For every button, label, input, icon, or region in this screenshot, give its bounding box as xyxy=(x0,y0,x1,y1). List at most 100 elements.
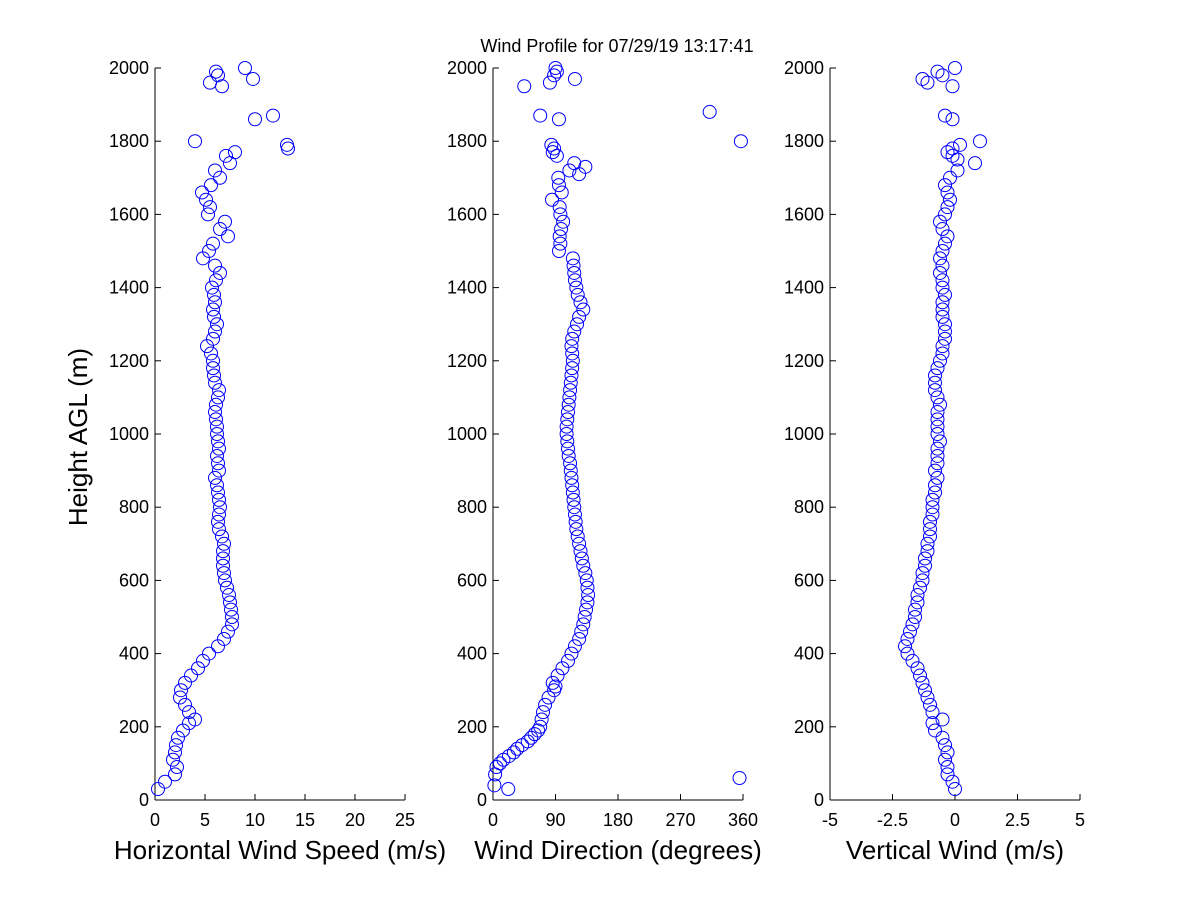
data-point xyxy=(566,258,581,273)
data-point xyxy=(935,258,950,273)
y-tick-label: 1800 xyxy=(447,131,487,151)
data-point xyxy=(928,723,942,738)
data-point xyxy=(225,617,239,632)
data-point xyxy=(238,61,252,75)
x-tick-label: 2.5 xyxy=(1005,810,1030,830)
data-point xyxy=(551,170,566,185)
data-point xyxy=(938,324,952,339)
data-point xyxy=(211,514,225,529)
data-point xyxy=(930,441,945,456)
data-point xyxy=(935,712,950,727)
data-point xyxy=(559,427,574,441)
y-tick-label: 1400 xyxy=(447,278,487,298)
x-tick-label: 20 xyxy=(345,810,365,830)
y-tick-label: 1400 xyxy=(109,278,149,298)
data-point xyxy=(248,112,262,127)
data-point xyxy=(561,405,575,420)
data-point xyxy=(567,324,582,339)
data-point xyxy=(195,185,209,200)
data-point xyxy=(209,273,223,288)
data-point xyxy=(920,544,935,559)
data-point xyxy=(166,752,180,767)
data-point xyxy=(567,265,582,280)
data-point xyxy=(933,265,947,280)
data-point xyxy=(573,295,588,310)
data-point xyxy=(563,463,578,478)
data-point xyxy=(173,690,187,705)
data-point xyxy=(199,192,213,207)
data-point xyxy=(517,79,532,94)
data-point xyxy=(915,71,930,86)
data-point xyxy=(573,544,588,559)
data-point xyxy=(933,434,947,449)
data-point xyxy=(553,236,568,251)
data-point xyxy=(213,170,227,185)
data-point xyxy=(568,514,583,529)
y-tick-label: 400 xyxy=(457,644,487,664)
data-point xyxy=(217,536,231,551)
data-point xyxy=(564,470,579,485)
data-point xyxy=(531,723,546,738)
data-point xyxy=(208,295,222,310)
data-point xyxy=(554,185,569,200)
data-point xyxy=(217,566,231,581)
data-point xyxy=(202,646,216,661)
data-point xyxy=(945,148,960,163)
data-point xyxy=(938,178,952,193)
data-point xyxy=(935,295,950,310)
data-point xyxy=(935,346,950,361)
data-point xyxy=(211,434,225,449)
data-point xyxy=(910,661,925,676)
y-tick-label: 200 xyxy=(794,717,824,737)
data-point xyxy=(547,68,562,83)
data-point xyxy=(564,646,579,661)
data-point xyxy=(943,170,957,185)
data-point xyxy=(940,200,955,215)
data-point xyxy=(930,448,945,463)
x-tick-label: 180 xyxy=(603,810,633,830)
data-point xyxy=(533,108,548,123)
data-point xyxy=(555,661,570,676)
data-point xyxy=(950,163,965,178)
x-tick-label: 10 xyxy=(245,810,265,830)
y-tick-label: 200 xyxy=(119,717,149,737)
data-point xyxy=(208,163,222,178)
x-tick-label: 0 xyxy=(950,810,960,830)
data-point xyxy=(207,287,221,302)
data-point xyxy=(559,419,574,434)
data-point xyxy=(567,639,582,654)
data-point xyxy=(222,588,236,603)
data-point xyxy=(221,229,235,244)
data-point xyxy=(940,767,955,782)
data-point xyxy=(565,361,580,376)
data-point xyxy=(213,222,227,237)
data-point xyxy=(945,79,960,94)
data-point xyxy=(928,375,942,390)
data-point xyxy=(732,771,747,786)
data-point xyxy=(567,71,582,86)
data-point xyxy=(510,741,525,756)
data-point xyxy=(574,551,589,566)
data-point xyxy=(536,705,550,720)
data-point xyxy=(489,760,504,775)
y-axis-label: Height AGL (m) xyxy=(63,348,93,526)
x-tick-label: -5 xyxy=(822,810,838,830)
data-point xyxy=(534,712,549,727)
data-point xyxy=(923,514,937,529)
data-point xyxy=(572,309,587,324)
data-point xyxy=(570,287,585,302)
y-tick-label: 2000 xyxy=(784,58,824,78)
data-point xyxy=(563,383,578,398)
data-point xyxy=(542,75,557,90)
data-point xyxy=(501,782,516,797)
data-point xyxy=(577,610,592,624)
data-point xyxy=(945,141,960,156)
data-point xyxy=(905,617,920,632)
data-point xyxy=(210,317,224,332)
y-tick-label: 1200 xyxy=(784,351,824,371)
data-point xyxy=(935,222,950,237)
data-point xyxy=(580,595,595,610)
data-point xyxy=(178,697,192,712)
data-point xyxy=(208,258,222,273)
data-point xyxy=(212,522,226,537)
